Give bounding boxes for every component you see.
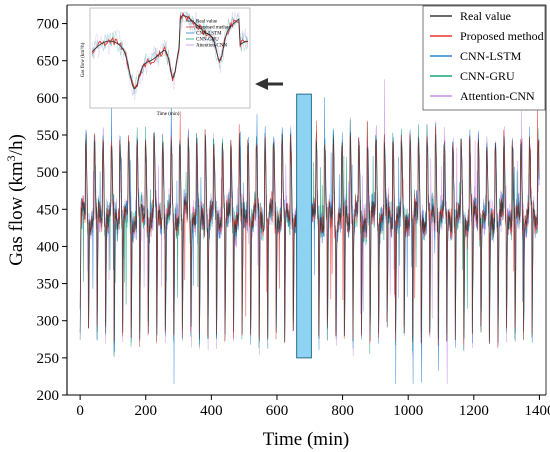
inset-legend-entry: Real value (196, 20, 218, 25)
inset-ylabel: Gas flow (km³/h) (80, 42, 86, 77)
x-axis-label: Time (min) (263, 429, 349, 450)
y-axis-ticks: 200 250 300 350 400 450 500 550 600 650 700 (37, 17, 67, 404)
legend-entry: Real value (460, 9, 511, 23)
inset-series-line (91, 15, 249, 90)
y-tick-label: 700 (37, 17, 60, 33)
y-tick-label: 350 (37, 277, 60, 293)
x-tick-label: 1400 (524, 403, 550, 419)
y-tick-label: 550 (37, 128, 60, 144)
x-tick-label: 1200 (459, 403, 489, 419)
y-tick-label: 200 (37, 388, 60, 404)
x-tick-label: 0 (76, 403, 84, 419)
y-tick-label: 650 (37, 54, 60, 70)
axes (66, 4, 547, 396)
inset-zoom-panel: Time (min) Gas flow (km³/h) Real valuePr… (80, 7, 251, 117)
inset-legend-entry: CNN-LSTM (196, 32, 222, 37)
x-axis-ticks: 0 200 400 600 800 1000 1200 1400 (76, 395, 550, 419)
inset-arrow (255, 78, 283, 90)
y-tick-label: 400 (37, 239, 60, 255)
highlight-window (296, 93, 312, 359)
inset-legend-entry: Proposed method (196, 26, 231, 31)
legend-entry: Proposed method (460, 29, 544, 43)
inset-xlabel: Time (min) (157, 112, 180, 117)
legend-entry: CNN-LSTM (460, 49, 522, 63)
inset-legend-entry: CNN-GRU (196, 38, 219, 43)
y-tick-label: 600 (37, 91, 60, 107)
x-tick-label: 1000 (393, 403, 423, 419)
inset-series-line (91, 11, 249, 101)
legend-entry: Attention-CNN (460, 89, 535, 103)
y-tick-label: 300 (37, 314, 60, 330)
inset-legend-entry: Attention-CNN (196, 44, 227, 49)
y-tick-label: 500 (37, 165, 60, 181)
x-tick-label: 800 (331, 403, 354, 419)
y-axis-label: Gas flow (km3/h) (4, 134, 27, 266)
x-tick-label: 400 (200, 403, 223, 419)
legend: Real value Proposed method CNN-LSTM CNN-GRU… (422, 5, 546, 111)
legend-entry: CNN-GRU (460, 69, 515, 83)
x-tick-label: 600 (266, 403, 289, 419)
inset-series-line (91, 11, 249, 95)
y-tick-label: 250 (37, 351, 60, 367)
x-tick-label: 200 (134, 403, 157, 419)
y-tick-label: 450 (37, 202, 60, 218)
